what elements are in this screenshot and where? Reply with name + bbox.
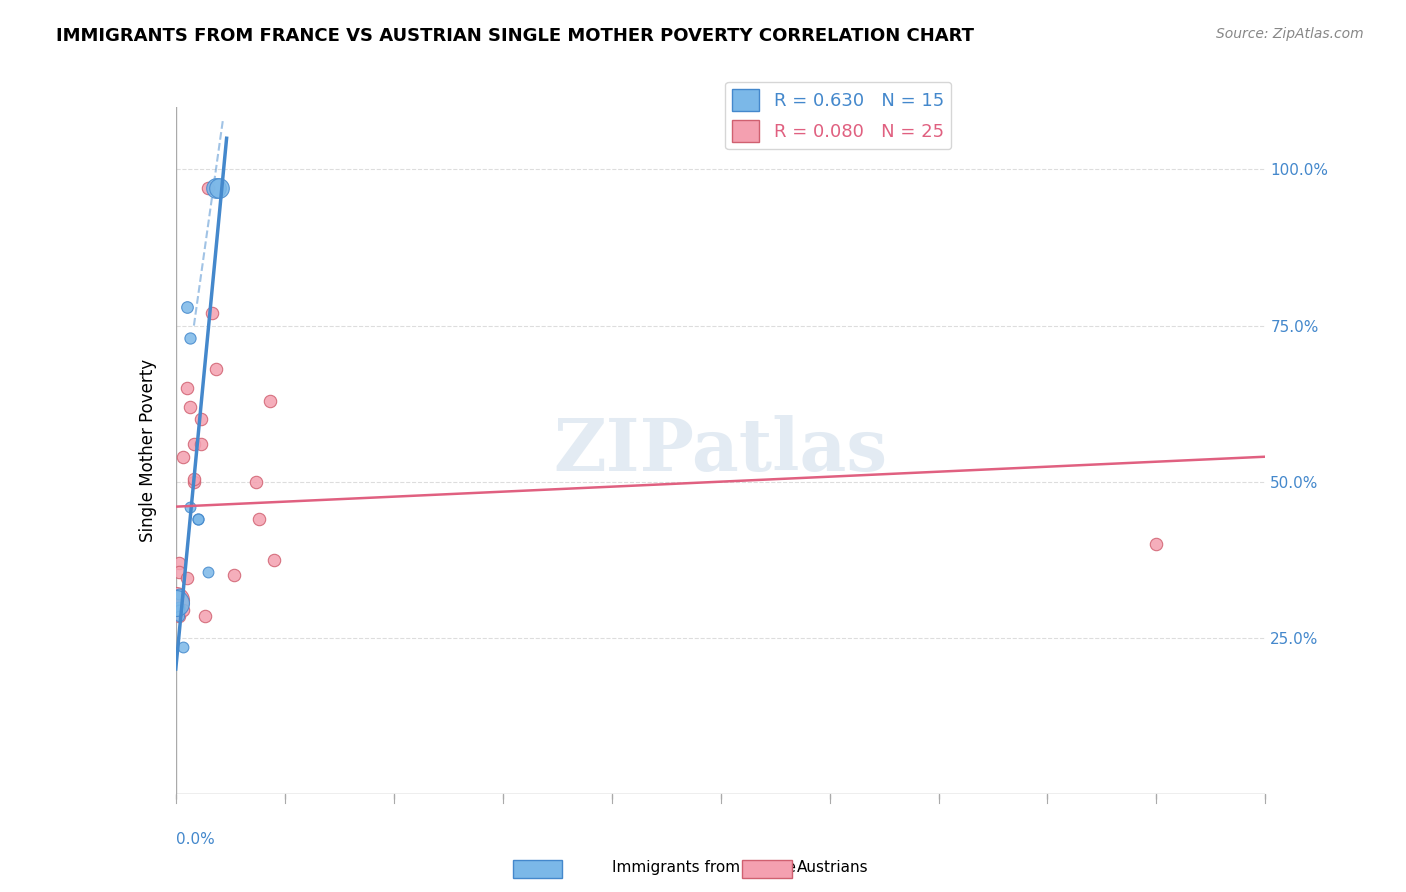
Point (204, 362, 226, 376)
Point (172, 640, 194, 655)
Legend: R = 0.630   N = 15, R = 0.080   N = 25: R = 0.630 N = 15, R = 0.080 N = 25 (725, 82, 952, 149)
Point (197, 181, 219, 195)
Point (201, 306, 224, 320)
Text: IMMIGRANTS FROM FRANCE VS AUSTRIAN SINGLE MOTHER POVERTY CORRELATION CHART: IMMIGRANTS FROM FRANCE VS AUSTRIAN SINGL… (56, 27, 974, 45)
Point (179, 400, 201, 414)
Y-axis label: Single Mother Poverty: Single Mother Poverty (139, 359, 157, 542)
Point (197, 566, 219, 580)
Point (169, 609, 191, 624)
Point (190, 437, 212, 451)
Point (172, 603, 194, 617)
Point (183, 437, 205, 451)
Text: ZIPatlas: ZIPatlas (554, 415, 887, 486)
Point (169, 603, 191, 617)
Point (169, 609, 191, 624)
Point (263, 552, 285, 567)
Point (179, 500, 201, 514)
Point (204, 181, 226, 195)
Point (176, 300, 198, 314)
Point (259, 393, 281, 408)
Point (186, 512, 209, 526)
Text: Austrians: Austrians (797, 861, 869, 875)
Text: Source: ZipAtlas.com: Source: ZipAtlas.com (1216, 27, 1364, 41)
Point (183, 471, 205, 485)
Point (169, 566, 191, 580)
Point (169, 603, 191, 617)
Point (176, 381, 198, 395)
Point (245, 475, 267, 489)
Point (172, 450, 194, 464)
Point (190, 412, 212, 426)
Point (169, 603, 191, 617)
Point (169, 587, 191, 601)
Point (183, 475, 205, 489)
Point (169, 556, 191, 570)
Point (222, 568, 245, 582)
Point (247, 512, 270, 526)
Point (165, 597, 187, 611)
Text: 0.0%: 0.0% (176, 831, 215, 847)
Point (186, 512, 209, 526)
Point (165, 593, 187, 607)
Point (169, 599, 191, 614)
Point (1146, 537, 1168, 551)
Point (179, 331, 201, 345)
Point (194, 609, 217, 624)
Point (208, 181, 231, 195)
Text: Immigrants from France: Immigrants from France (612, 861, 796, 875)
Point (176, 572, 198, 586)
